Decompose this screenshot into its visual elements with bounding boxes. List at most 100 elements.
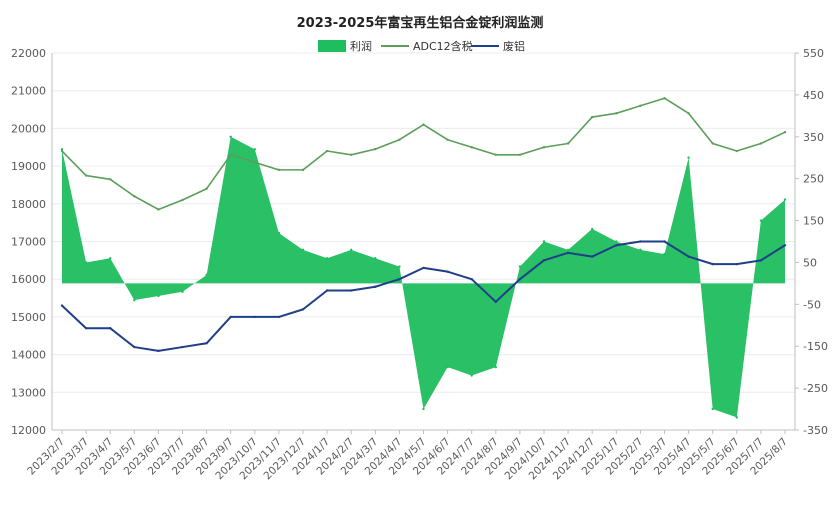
series-point bbox=[783, 130, 787, 134]
profit-point bbox=[687, 156, 690, 159]
legend-item-scrap[interactable]: 废铝 bbox=[471, 39, 525, 53]
series-point bbox=[470, 146, 473, 149]
profit-point bbox=[470, 374, 473, 377]
series-point bbox=[325, 149, 329, 153]
y-left-tick-label: 21000 bbox=[11, 85, 46, 98]
profit-point bbox=[422, 407, 425, 411]
profit-point bbox=[325, 257, 329, 260]
series-point bbox=[759, 142, 763, 145]
y-left-tick-label: 14000 bbox=[11, 349, 46, 362]
profit-point bbox=[350, 248, 353, 252]
series-point bbox=[591, 255, 594, 258]
series-point bbox=[422, 266, 425, 270]
series-point bbox=[687, 255, 690, 258]
y-axis-right: 550 450 350 250 150 50 -50 -150 -250 -350 bbox=[794, 47, 828, 437]
y-right-tick-label: 250 bbox=[803, 173, 824, 186]
chart-legend[interactable]: 利润 ADC12含税 废铝 bbox=[318, 39, 525, 53]
profit-point bbox=[639, 248, 642, 252]
profit-point bbox=[783, 198, 787, 201]
profit-point bbox=[735, 416, 738, 419]
series-point bbox=[566, 142, 570, 145]
profit-point bbox=[109, 257, 112, 260]
y-right-tick-label: 450 bbox=[803, 89, 824, 102]
series-point bbox=[542, 259, 546, 262]
legend-item-adc12[interactable]: ADC12含税 bbox=[381, 39, 473, 53]
profit-point bbox=[711, 407, 714, 411]
profit-point bbox=[615, 240, 618, 243]
y-right-tick-label: -150 bbox=[803, 340, 828, 353]
series-point bbox=[229, 153, 232, 156]
series-point bbox=[759, 259, 763, 262]
series-point bbox=[181, 345, 184, 349]
series-point bbox=[181, 198, 184, 202]
y-left-tick-label: 19000 bbox=[11, 160, 46, 173]
profit-point bbox=[277, 231, 281, 235]
y-left-tick-label: 17000 bbox=[11, 236, 46, 249]
y-left-tick-label: 12000 bbox=[11, 424, 46, 437]
series-profit-area bbox=[62, 136, 785, 418]
y-right-tick-label: 50 bbox=[803, 256, 817, 269]
series-point bbox=[783, 244, 787, 247]
profit-point bbox=[542, 240, 546, 243]
series-point bbox=[60, 304, 64, 307]
series-point bbox=[398, 278, 401, 281]
profit-point bbox=[494, 365, 497, 369]
series-point bbox=[639, 104, 642, 107]
y-right-tick-label: 550 bbox=[803, 47, 824, 60]
series-point bbox=[711, 142, 714, 145]
series-point bbox=[109, 178, 112, 181]
legend-label-scrap: 废铝 bbox=[503, 39, 525, 53]
y-right-tick-label: -250 bbox=[803, 382, 828, 395]
legend-label-profit: 利润 bbox=[350, 39, 372, 53]
series-point bbox=[615, 244, 618, 247]
profit-point bbox=[60, 148, 64, 151]
series-point bbox=[446, 138, 449, 141]
series-point bbox=[422, 123, 425, 126]
profit-point bbox=[229, 135, 232, 138]
series-point bbox=[133, 195, 136, 198]
series-point bbox=[470, 278, 473, 281]
series-point bbox=[711, 262, 714, 266]
series-point bbox=[229, 315, 232, 319]
series-point bbox=[735, 149, 738, 153]
series-point bbox=[109, 327, 112, 330]
series-point bbox=[253, 315, 256, 319]
series-point bbox=[542, 146, 546, 149]
series-point bbox=[253, 161, 256, 164]
profit-point bbox=[398, 265, 401, 268]
series-point bbox=[735, 262, 738, 266]
series-point bbox=[518, 278, 522, 281]
x-axis: 2023/2/72023/3/72023/4/72023/5/72023/6/7… bbox=[25, 429, 795, 482]
y-right-tick-label: 350 bbox=[803, 131, 824, 144]
profit-point bbox=[84, 261, 88, 264]
profit-point bbox=[253, 148, 256, 151]
legend-item-profit[interactable]: 利润 bbox=[318, 39, 372, 53]
y-right-tick-label: 150 bbox=[803, 215, 824, 228]
series-point bbox=[157, 349, 160, 353]
series-point bbox=[205, 342, 208, 345]
profit-point bbox=[181, 290, 184, 293]
profit-point bbox=[518, 265, 522, 268]
series-point bbox=[157, 208, 160, 211]
series-point bbox=[566, 251, 570, 255]
y-right-tick-label: -50 bbox=[803, 298, 821, 311]
series-point bbox=[663, 240, 666, 243]
series-point bbox=[60, 149, 64, 153]
profit-point bbox=[374, 257, 377, 260]
chart-title: 2023-2025年富宝再生铝合金锭利润监测 bbox=[297, 15, 544, 31]
series-point bbox=[301, 168, 305, 172]
legend-label-adc12: ADC12含税 bbox=[413, 39, 473, 53]
y-left-tick-label: 20000 bbox=[11, 122, 46, 135]
profit-point bbox=[205, 273, 208, 277]
series-point bbox=[350, 289, 353, 292]
legend-swatch-profit bbox=[318, 40, 346, 52]
series-point bbox=[591, 115, 594, 119]
series-point bbox=[615, 112, 618, 115]
series-line-adc12 bbox=[61, 97, 786, 211]
series-point bbox=[277, 168, 281, 172]
series-point bbox=[494, 153, 497, 156]
series-point bbox=[84, 174, 88, 177]
profit-point bbox=[157, 294, 160, 298]
y-axis-left: 22000 21000 20000 19000 18000 17000 16000 15000… bbox=[11, 47, 53, 437]
